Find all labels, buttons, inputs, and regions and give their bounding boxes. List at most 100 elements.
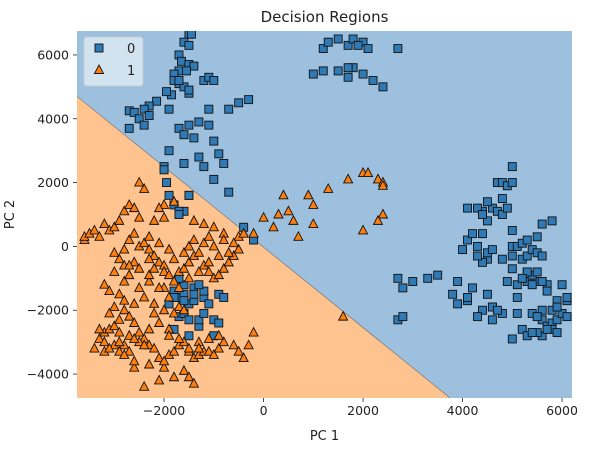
point-class-1 [143,243,155,254]
point-class-1 [377,208,389,219]
point-class-0 [522,235,532,245]
point-class-0 [527,280,537,290]
point-class-0 [502,203,512,213]
point-class-1 [128,332,140,343]
point-class-1 [119,348,130,359]
x-tick-label: 0 [260,403,268,418]
point-class-1 [218,262,230,273]
point-class-0 [214,318,224,328]
point-class-1 [173,301,185,311]
point-class-1 [123,259,135,270]
y-tick-label: −4000 [27,367,69,382]
point-class-1 [128,227,140,238]
point-class-0 [333,66,343,76]
point-class-1 [99,218,110,229]
point-class-1 [89,342,100,353]
point-class-1 [114,313,125,324]
point-class-1 [114,326,125,337]
point-class-1 [158,361,170,372]
point-class-0 [209,76,219,85]
point-class-1 [208,240,220,251]
point-class-0 [522,267,532,277]
point-class-0 [537,305,547,315]
point-class-0 [398,283,408,293]
point-class-1 [114,288,125,299]
point-class-1 [163,243,175,254]
point-class-1 [178,246,190,257]
point-class-1 [377,179,389,190]
point-class-1 [268,221,279,232]
point-class-0 [537,219,547,229]
point-class-1 [133,281,145,292]
axes: −2000 0 2000 4000 6000 −4000 −2000 0 2000 4000 600… [27,47,578,418]
point-class-0 [482,289,492,299]
point-class-1 [153,256,165,267]
point-class-0 [214,149,224,159]
point-class-0 [378,82,388,92]
point-class-1 [233,345,244,356]
x-axis-label: PC 1 [310,429,339,444]
point-class-0 [463,203,472,213]
point-class-0 [393,44,403,54]
point-class-0 [209,136,219,146]
point-class-0 [204,104,214,114]
point-class-0 [124,123,134,133]
point-class-1 [119,205,130,216]
point-class-1 [138,339,150,350]
point-class-0 [487,245,497,255]
point-class-0 [179,296,189,306]
point-class-1 [143,358,155,369]
point-class-1 [114,253,125,264]
point-class-0 [184,331,194,341]
point-class-1 [193,265,205,276]
point-class-1 [158,265,170,276]
point-class-0 [398,312,408,322]
point-class-0 [363,44,373,54]
point-class-1 [273,208,284,219]
point-class-1 [233,243,244,254]
point-class-1 [223,256,234,267]
point-class-1 [133,262,145,273]
point-class-0 [184,40,194,50]
point-class-0 [164,104,174,114]
point-class-1 [213,329,225,340]
point-class-1 [188,377,200,388]
point-class-1 [173,281,185,292]
point-class-0 [179,158,189,168]
point-class-1 [158,355,170,366]
point-class-0 [353,40,363,50]
point-class-0 [174,123,184,133]
point-class-0 [184,315,194,325]
point-class-0 [174,210,184,219]
point-class-1 [104,285,115,296]
point-class-0 [162,87,171,97]
point-class-1 [94,332,105,343]
point-class-1 [94,323,105,334]
point-class-1 [213,269,225,280]
point-class-0 [358,69,368,79]
point-class-0 [174,76,184,85]
x-tick-label: 2000 [347,403,379,418]
point-class-0 [458,245,468,255]
point-class-1 [372,214,384,225]
point-class-0 [497,194,507,203]
point-class-1 [123,198,135,209]
point-class-0 [497,210,507,219]
point-class-1 [183,272,195,283]
point-class-1 [183,256,195,267]
point-class-1 [357,224,369,235]
point-class-0 [224,187,234,197]
point-class-1 [193,246,205,257]
point-class-0 [487,315,497,325]
point-class-0 [408,277,418,286]
x-tick-label: 6000 [546,403,578,418]
legend-label-0: 0 [127,42,135,57]
legend-marker-1 [93,64,105,74]
point-class-1 [148,297,160,308]
point-class-1 [183,240,195,251]
y-tick-label: −2000 [27,303,69,318]
point-class-0 [537,251,547,261]
point-class-1 [123,269,135,280]
point-class-0 [179,130,189,140]
point-class-1 [143,275,155,286]
